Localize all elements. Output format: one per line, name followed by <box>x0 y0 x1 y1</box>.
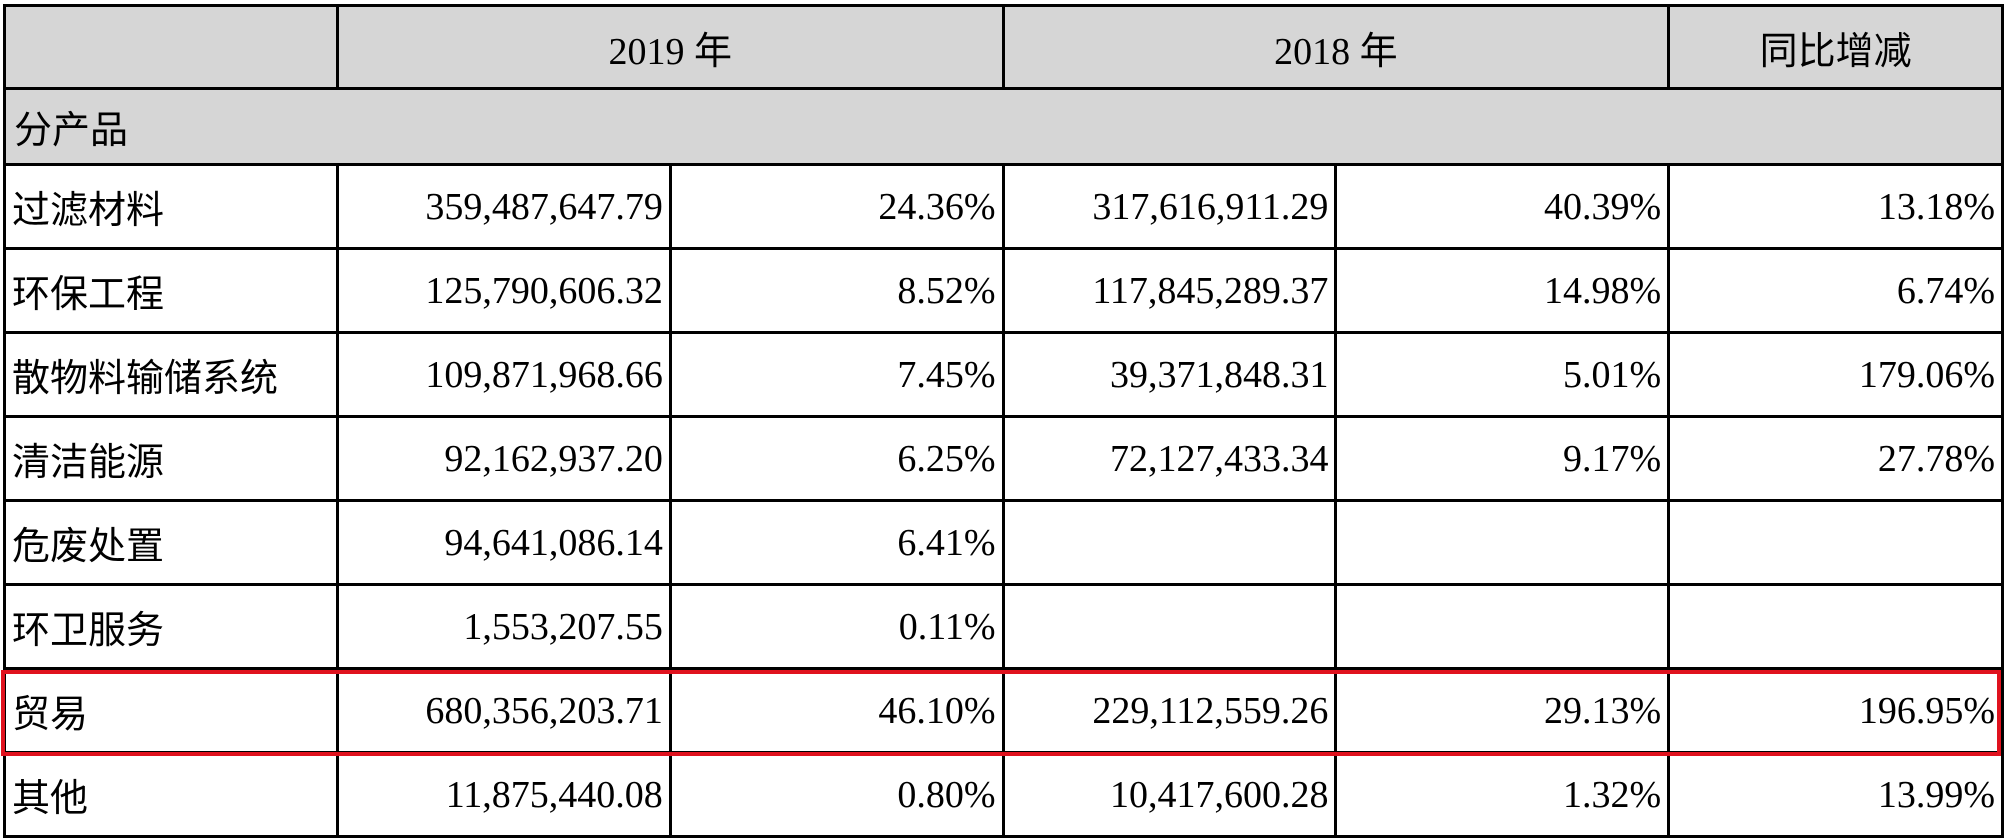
amount-2019-cell: 125,790,606.32 <box>335 247 672 334</box>
table-row: 环保工程 125,790,606.32 8.52% 117,845,289.37… <box>3 247 2004 334</box>
amount-2018-cell: 72,127,433.34 <box>1001 415 1338 502</box>
pct-2019-cell: 46.10% <box>668 667 1005 754</box>
amount-2019-cell: 359,487,647.79 <box>335 163 672 250</box>
amount-2018-cell: 39,371,848.31 <box>1001 331 1338 418</box>
pct-2019-cell: 7.45% <box>668 331 1005 418</box>
pct-2019-cell: 6.41% <box>668 499 1005 586</box>
product-name-cell: 清洁能源 <box>3 415 339 502</box>
table-row: 环卫服务 1,553,207.55 0.11% <box>3 583 2004 670</box>
header-2018: 2018 年 <box>1001 4 1671 90</box>
product-name-cell: 过滤材料 <box>3 163 339 250</box>
yoy-cell: 179.06% <box>1667 331 2004 418</box>
amount-2018-cell <box>1001 583 1338 670</box>
product-name-cell: 环卫服务 <box>3 583 339 670</box>
amount-2019-cell: 11,875,440.08 <box>335 751 672 838</box>
product-name-cell: 其他 <box>3 751 339 838</box>
header-yoy: 同比增减 <box>1667 4 2004 90</box>
table-header-row: 2019 年 2018 年 同比增减 <box>3 4 2004 90</box>
revenue-by-product-table: 2019 年 2018 年 同比增减 分产品 过滤材料 359,487,647.… <box>3 4 2004 838</box>
product-name-cell: 贸易 <box>3 667 339 754</box>
product-name-cell: 环保工程 <box>3 247 339 334</box>
table-row: 其他 11,875,440.08 0.80% 10,417,600.28 1.3… <box>3 751 2004 838</box>
yoy-cell: 27.78% <box>1667 415 2004 502</box>
header-2019: 2019 年 <box>335 4 1005 90</box>
amount-2019-cell: 94,641,086.14 <box>335 499 672 586</box>
table-row: 过滤材料 359,487,647.79 24.36% 317,616,911.2… <box>3 163 2004 250</box>
product-name-cell: 危废处置 <box>3 499 339 586</box>
pct-2018-cell: 9.17% <box>1334 415 1671 502</box>
pct-2019-cell: 0.11% <box>668 583 1005 670</box>
pct-2018-cell <box>1334 499 1671 586</box>
table-row: 危废处置 94,641,086.14 6.41% <box>3 499 2004 586</box>
amount-2018-cell: 317,616,911.29 <box>1001 163 1338 250</box>
section-label: 分产品 <box>3 87 2004 166</box>
pct-2018-cell: 29.13% <box>1334 667 1671 754</box>
table-row-highlighted: 贸易 680,356,203.71 46.10% 229,112,559.26 … <box>3 667 2004 754</box>
header-blank-cell <box>3 4 339 90</box>
yoy-cell <box>1667 499 2004 586</box>
table-row: 清洁能源 92,162,937.20 6.25% 72,127,433.34 9… <box>3 415 2004 502</box>
yoy-cell: 13.99% <box>1667 751 2004 838</box>
pct-2019-cell: 24.36% <box>668 163 1005 250</box>
amount-2018-cell: 10,417,600.28 <box>1001 751 1338 838</box>
amount-2018-cell <box>1001 499 1338 586</box>
pct-2018-cell: 14.98% <box>1334 247 1671 334</box>
amount-2019-cell: 1,553,207.55 <box>335 583 672 670</box>
pct-2019-cell: 6.25% <box>668 415 1005 502</box>
pct-2018-cell: 1.32% <box>1334 751 1671 838</box>
amount-2019-cell: 92,162,937.20 <box>335 415 672 502</box>
yoy-cell: 13.18% <box>1667 163 2004 250</box>
section-row: 分产品 <box>3 87 2004 166</box>
pct-2018-cell: 5.01% <box>1334 331 1671 418</box>
yoy-cell: 196.95% <box>1667 667 2004 754</box>
yoy-cell <box>1667 583 2004 670</box>
amount-2018-cell: 117,845,289.37 <box>1001 247 1338 334</box>
table-row: 散物料输储系统 109,871,968.66 7.45% 39,371,848.… <box>3 331 2004 418</box>
pct-2019-cell: 8.52% <box>668 247 1005 334</box>
amount-2019-cell: 109,871,968.66 <box>335 331 672 418</box>
amount-2018-cell: 229,112,559.26 <box>1001 667 1338 754</box>
product-name-cell: 散物料输储系统 <box>3 331 339 418</box>
pct-2018-cell: 40.39% <box>1334 163 1671 250</box>
amount-2019-cell: 680,356,203.71 <box>335 667 672 754</box>
pct-2019-cell: 0.80% <box>668 751 1005 838</box>
pct-2018-cell <box>1334 583 1671 670</box>
yoy-cell: 6.74% <box>1667 247 2004 334</box>
